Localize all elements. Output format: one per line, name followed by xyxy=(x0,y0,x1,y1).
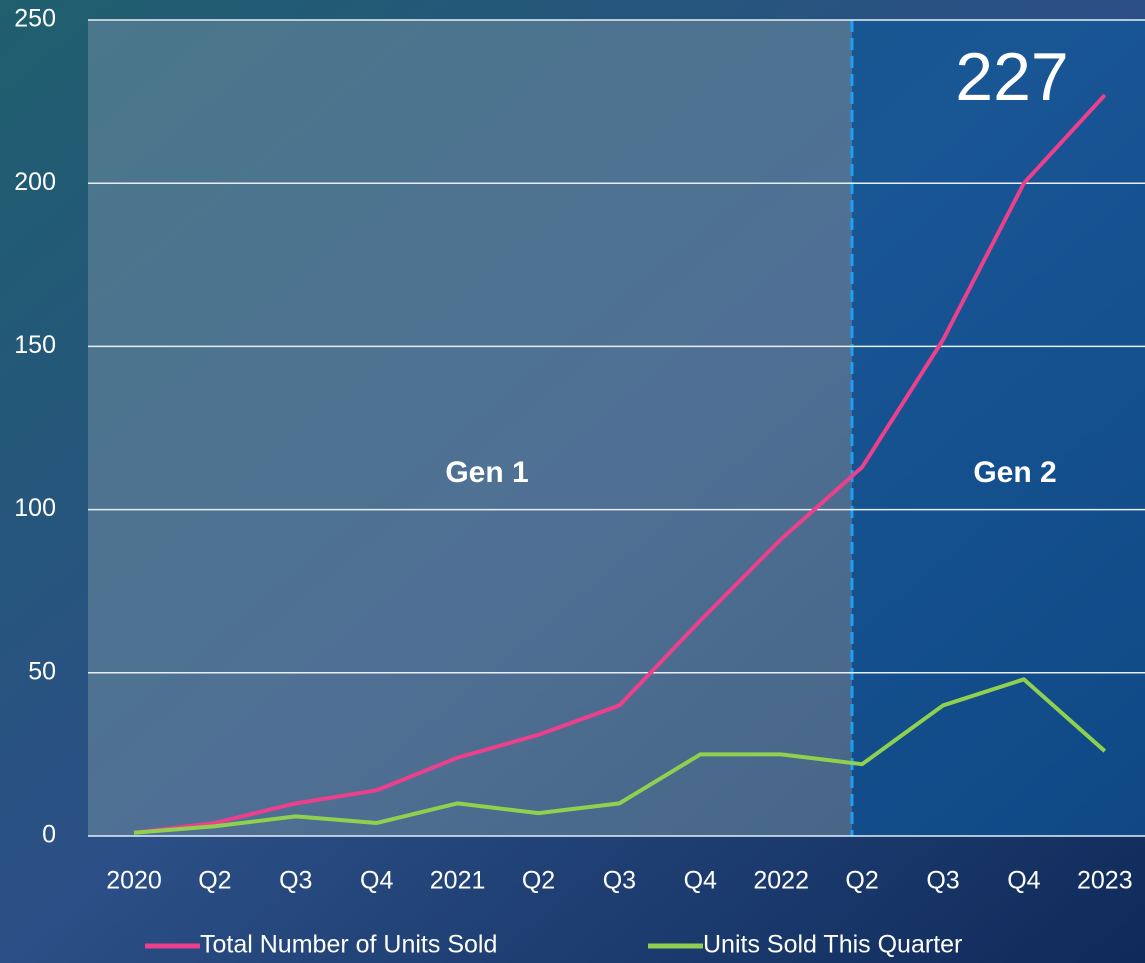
y-tick-label: 50 xyxy=(28,657,56,685)
y-tick-label: 0 xyxy=(42,821,56,849)
x-tick-label: Q2 xyxy=(845,867,878,895)
x-tick-label: Q2 xyxy=(522,867,555,895)
x-tick-label: 2021 xyxy=(430,867,486,895)
x-tick-label: 2023 xyxy=(1077,867,1133,895)
annotation: Gen 2 xyxy=(973,456,1056,489)
gen2-region xyxy=(852,20,1145,836)
gen1-region xyxy=(88,20,852,836)
x-tick-label: Q4 xyxy=(684,867,717,895)
y-tick-label: 100 xyxy=(14,494,56,522)
legend-label: Total Number of Units Sold xyxy=(200,931,497,959)
x-tick-label: 2020 xyxy=(106,867,162,895)
x-tick-label: Q2 xyxy=(198,867,231,895)
annotation: 227 xyxy=(955,39,1068,115)
y-tick-label: 200 xyxy=(14,168,56,196)
x-tick-label: Q3 xyxy=(279,867,312,895)
x-tick-label: Q4 xyxy=(1007,867,1040,895)
chart: 227 Gen 1 Gen 2 0 50 100 150 200 250 2020 Q2 Q3 Q… xyxy=(0,0,1145,963)
x-tick-label: 2022 xyxy=(753,867,809,895)
annotation: Gen 1 xyxy=(445,456,528,489)
x-tick-label: Q3 xyxy=(603,867,636,895)
legend-label: Units Sold This Quarter xyxy=(703,931,962,959)
y-tick-label: 250 xyxy=(14,5,56,33)
x-tick-label: Q3 xyxy=(926,867,959,895)
x-tick-label: Q4 xyxy=(360,867,393,895)
y-tick-label: 150 xyxy=(14,331,56,359)
